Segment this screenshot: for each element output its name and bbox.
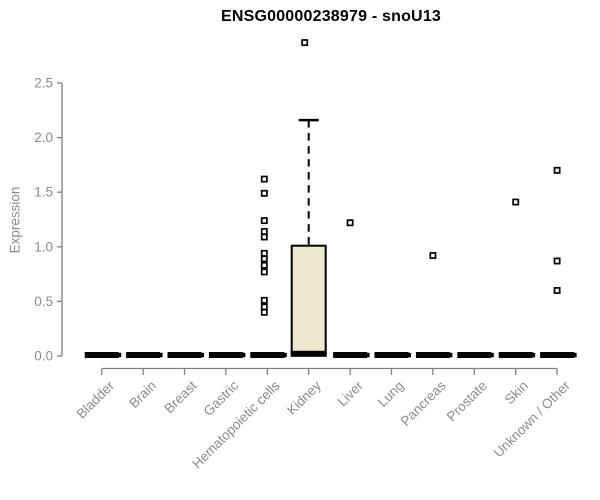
flat-boxplot-bar (250, 352, 285, 358)
median-line (290, 350, 327, 357)
outlier-point (553, 257, 561, 265)
outlier-point (260, 308, 268, 316)
y-tick-label: 2.5 (34, 76, 53, 91)
flat-boxplot-knob (198, 352, 204, 358)
y-tick-label: 0.5 (34, 294, 53, 309)
outlier-point (260, 189, 268, 197)
flat-boxplot-bar (457, 352, 492, 358)
outlier-point (260, 233, 268, 241)
outlier-point (260, 303, 268, 311)
flat-boxplot-bar (415, 352, 450, 358)
outlier-point (260, 296, 268, 304)
outlier-point (512, 198, 520, 206)
flat-boxplot-bar (498, 352, 533, 358)
flat-boxplot-bar (167, 352, 202, 358)
outlier-point (346, 219, 354, 227)
flat-boxplot-knob (446, 352, 453, 358)
flat-boxplot-bar (333, 352, 368, 358)
flat-boxplot-knob (157, 352, 163, 358)
outlier-point (260, 217, 268, 225)
outlier-point (429, 252, 437, 259)
box (290, 244, 327, 355)
flat-boxplot-bar (208, 352, 243, 358)
flat-boxplot-knob (488, 352, 494, 358)
y-tick-label: 2.0 (34, 130, 53, 145)
flat-boxplot-bar (84, 352, 119, 358)
outlier-point (260, 249, 268, 257)
chart-title: ENSG00000238979 - snoU13 (220, 8, 442, 25)
flat-boxplot-bar (374, 352, 409, 358)
outlier-point (260, 255, 268, 263)
y-tick-label: 0.0 (34, 349, 53, 364)
flat-boxplot-bar (126, 352, 161, 358)
flat-boxplot-knob (239, 352, 246, 358)
flat-boxplot-knob (529, 352, 536, 358)
flat-boxplot-bar (540, 352, 575, 358)
y-tick-label: 1.0 (34, 239, 53, 254)
outlier-point (553, 287, 561, 294)
y-tick-label: 1.5 (34, 185, 53, 200)
flat-boxplot-knob (571, 352, 577, 358)
flat-boxplot-knob (364, 352, 370, 358)
outlier-point (260, 268, 268, 276)
flat-boxplot-knob (281, 352, 287, 358)
outlier-point (301, 39, 309, 47)
outlier-point (260, 175, 268, 183)
flat-boxplot-knob (115, 352, 122, 358)
flat-boxplot-knob (405, 352, 411, 358)
outlier-point (260, 261, 268, 269)
outlier-point (553, 166, 561, 174)
outlier-point (260, 228, 268, 235)
